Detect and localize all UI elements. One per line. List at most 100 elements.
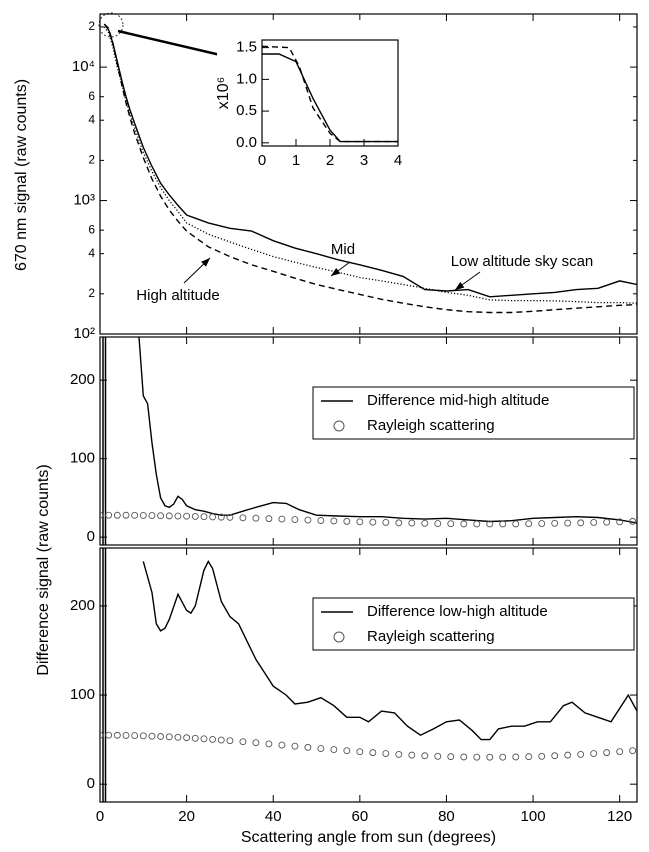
legend-box <box>312 597 635 651</box>
rayleigh-point <box>629 517 637 525</box>
rayleigh-point <box>356 748 364 756</box>
rayleigh-point <box>265 515 273 523</box>
rayleigh-point <box>252 514 260 522</box>
y-tick-label: 10⁴ <box>72 58 95 75</box>
rayleigh-point <box>395 519 403 527</box>
y-tick-label: 10² <box>73 325 95 342</box>
rayleigh-point <box>538 752 546 760</box>
rayleigh-point <box>564 751 572 759</box>
y-tick-label: 10³ <box>73 192 95 209</box>
series-line <box>142 559 637 741</box>
rayleigh-point <box>460 753 468 761</box>
y-tick-label: 200 <box>70 371 95 388</box>
rayleigh-point <box>291 742 299 750</box>
annotation-arrowhead <box>331 267 341 276</box>
rayleigh-point <box>421 519 429 527</box>
legend-swatch <box>333 420 345 432</box>
rayleigh-point <box>382 750 390 758</box>
rayleigh-point <box>139 732 147 740</box>
annotation: Low altitude sky scan <box>451 253 594 270</box>
rayleigh-point <box>122 731 130 739</box>
rayleigh-point <box>174 733 182 741</box>
rayleigh-point <box>122 511 130 519</box>
rayleigh-point <box>460 520 468 528</box>
rayleigh-point <box>217 736 225 744</box>
rayleigh-point <box>113 511 121 519</box>
rayleigh-point <box>590 519 598 526</box>
y-tick-label: 1.0 <box>236 70 257 87</box>
rayleigh-point <box>191 512 199 520</box>
rayleigh-point <box>157 512 165 520</box>
plot-frame <box>99 547 638 803</box>
x-tick-label: 40 <box>265 808 282 825</box>
rayleigh-point <box>113 731 121 739</box>
rayleigh-point <box>629 747 637 755</box>
rayleigh-point <box>369 749 377 757</box>
series-line <box>103 23 637 314</box>
plot-area <box>262 45 398 143</box>
rayleigh-point <box>317 517 325 524</box>
rayleigh-point <box>343 517 351 525</box>
rayleigh-point <box>209 735 217 743</box>
rayleigh-point <box>148 732 156 740</box>
rayleigh-point <box>265 740 273 748</box>
rayleigh-point <box>200 513 208 521</box>
rayleigh-point <box>499 753 507 761</box>
y-axis-label: Difference signal (raw counts) <box>35 464 52 675</box>
rayleigh-point <box>165 733 173 741</box>
y-tick-label: 0 <box>87 528 95 545</box>
x-tick-label: 60 <box>351 808 368 825</box>
y-tick-label: 0.5 <box>236 102 257 119</box>
rayleigh-point <box>408 751 416 759</box>
zoom-circle <box>98 12 124 38</box>
rayleigh-point <box>278 741 286 749</box>
rayleigh-point <box>174 512 182 520</box>
rayleigh-point <box>330 517 338 525</box>
x-tick-label: 20 <box>178 808 195 825</box>
x-tick-label: 1 <box>292 152 300 169</box>
y-tick-label: 2 <box>88 286 95 300</box>
rayleigh-point <box>304 743 312 751</box>
rayleigh-point <box>226 513 234 521</box>
rayleigh-point <box>525 520 533 528</box>
rayleigh-point <box>434 752 442 760</box>
y-axis-label: x10⁶ <box>215 77 232 109</box>
legend-label: Rayleigh scattering <box>367 417 495 434</box>
rayleigh-point <box>131 511 139 519</box>
rayleigh-point <box>317 745 325 752</box>
plot-area <box>100 337 637 528</box>
series-line <box>103 26 637 304</box>
rayleigh-point <box>486 753 494 761</box>
rayleigh-point <box>100 511 104 519</box>
rayleigh-point <box>217 513 225 521</box>
rayleigh-point <box>434 520 442 528</box>
rayleigh-point <box>291 516 299 524</box>
rayleigh-point <box>395 750 403 758</box>
rayleigh-point <box>473 520 481 528</box>
rayleigh-point <box>209 513 217 521</box>
rayleigh-point <box>486 520 494 528</box>
plot-frame <box>99 13 638 335</box>
legend-label: Rayleigh scattering <box>367 628 495 645</box>
plot-area <box>100 559 637 761</box>
annotation: High altitude <box>136 287 219 304</box>
rayleigh-point <box>525 753 533 761</box>
rayleigh-point <box>551 752 559 760</box>
rayleigh-point <box>356 518 364 526</box>
rayleigh-point <box>564 519 572 527</box>
rayleigh-point <box>590 750 598 758</box>
legend-box <box>312 386 635 440</box>
rayleigh-point <box>105 511 113 519</box>
y-tick-label: 100 <box>70 686 95 703</box>
rayleigh-point <box>165 512 173 520</box>
x-tick-label: 100 <box>521 808 546 825</box>
annotation-arrowhead <box>455 281 465 290</box>
rayleigh-point <box>200 735 208 743</box>
y-tick-label: 2 <box>88 153 95 167</box>
x-tick-label: 2 <box>326 152 334 169</box>
rayleigh-point <box>408 519 416 527</box>
x-tick-label: 0 <box>258 152 266 169</box>
rayleigh-point <box>239 738 247 746</box>
plot-frame <box>99 336 638 546</box>
